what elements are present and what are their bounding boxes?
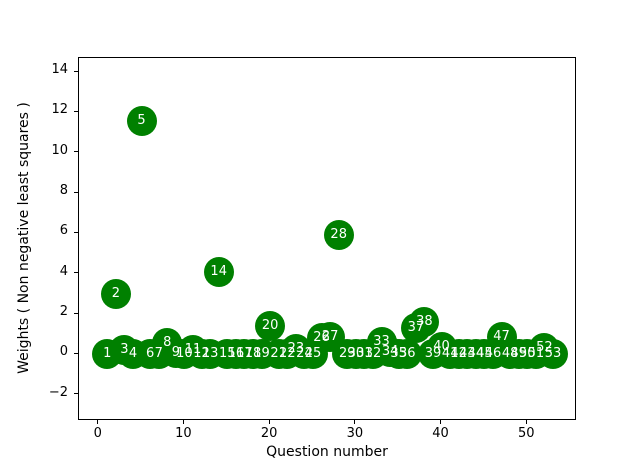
data-point-label: 52 (536, 340, 553, 356)
y-tick-label: 2 (59, 304, 68, 320)
data-point-label: 45 (476, 346, 493, 362)
data-point-label: 16 (227, 346, 245, 362)
data-point-label: 11 (184, 342, 202, 358)
x-tick-mark (97, 420, 99, 424)
data-point-label: 13 (201, 346, 219, 362)
data-point-label: 35 (390, 346, 407, 362)
data-point-label: 27 (321, 329, 339, 345)
x-tick-mark (440, 420, 442, 424)
y-tick-mark (74, 110, 78, 112)
x-tick-mark (354, 420, 356, 424)
plot-area: 1 2 3 4 5 6 7 8 9 10 11 12 13 14 15 16 17 18 19 20 21 22 23 24 2… (78, 57, 576, 420)
x-tick-label: 10 (175, 426, 192, 441)
data-point (255, 311, 286, 342)
x-tick-label: 40 (432, 426, 449, 441)
y-tick-mark (74, 191, 78, 193)
data-point-label: 15 (219, 346, 236, 362)
data-point-label: 25 (304, 346, 322, 362)
data-point (323, 220, 354, 251)
points-layer (79, 58, 575, 419)
data-point-label: 43 (459, 346, 476, 362)
data-point (538, 339, 568, 370)
x-tick-label: 20 (260, 426, 278, 441)
data-point-label: 2 (111, 285, 120, 301)
data-point-label: 34 (381, 344, 399, 360)
y-tick-label: 6 (59, 223, 68, 239)
data-point-label: 32 (364, 346, 382, 362)
y-tick-label: −2 (48, 384, 68, 400)
data-point-label: 31 (356, 346, 373, 362)
data-point-label: 36 (399, 346, 416, 362)
data-point-label: 19 (253, 346, 270, 362)
data-point-label: 18 (244, 346, 262, 362)
data-point-label: 41 (441, 346, 459, 362)
data-point-label: 50 (519, 346, 536, 362)
data-point-label: 24 (296, 346, 313, 362)
x-tick-label: 0 (93, 426, 102, 441)
data-point-label: 14 (210, 263, 227, 279)
y-tick-mark (74, 393, 78, 395)
x-tick-mark (525, 420, 527, 424)
y-tick-label: 0 (59, 344, 68, 360)
data-point-label: 38 (416, 314, 433, 330)
data-point-label: 53 (544, 346, 562, 362)
y-tick-label: 8 (59, 183, 68, 199)
y-tick-mark (74, 272, 78, 274)
data-point-label: 30 (347, 346, 365, 362)
data-point-label: 44 (467, 346, 485, 362)
data-point-label: 26 (313, 330, 330, 346)
data-point-label: 8 (163, 335, 172, 351)
labels-layer: 1 2 3 4 5 6 7 8 9 10 11 12 13 14 15 16 17 18 19 20 21 22 23 24 2… (79, 58, 575, 419)
data-point-label: 47 (493, 329, 510, 345)
data-point-label: 5 (137, 112, 146, 128)
x-tick-label: 50 (518, 426, 535, 441)
y-tick-label: 4 (59, 263, 68, 279)
data-point-label: 39 (424, 346, 442, 362)
x-tick-mark (268, 420, 270, 424)
data-point-label: 46 (484, 346, 502, 362)
data-point-label: 37 (407, 320, 425, 336)
data-point-label: 51 (527, 346, 545, 362)
x-tick-mark (182, 420, 184, 424)
data-point-label: 29 (339, 346, 356, 362)
x-tick-label: 30 (346, 426, 364, 441)
y-tick-mark (74, 352, 78, 354)
data-point-label: 22 (279, 346, 296, 362)
data-point-label: 9 (171, 345, 180, 361)
data-point-label: 12 (193, 346, 210, 362)
data-point-label: 42 (450, 346, 467, 362)
data-point (126, 105, 157, 136)
y-tick-mark (74, 70, 78, 72)
y-tick-label: 14 (51, 62, 68, 78)
y-tick-mark (74, 151, 78, 153)
data-point-label: 28 (330, 227, 347, 243)
y-tick-mark (74, 231, 78, 233)
data-point-label: 49 (510, 346, 527, 362)
data-point-label: 23 (287, 341, 305, 357)
data-point-label: 7 (154, 346, 163, 362)
data-point-label: 21 (270, 346, 287, 362)
data-point-label: 3 (120, 342, 129, 358)
data-point (409, 307, 440, 338)
data-point-label: 17 (236, 346, 253, 362)
data-point-label: 33 (373, 334, 390, 350)
y-tick-mark (74, 312, 78, 314)
y-tick-label: 10 (51, 142, 68, 158)
x-axis-label: Question number (266, 444, 388, 460)
data-point-label: 40 (433, 339, 450, 355)
data-point-label: 20 (261, 318, 279, 334)
data-point (392, 339, 423, 370)
data-point-label: 4 (128, 346, 138, 362)
data-point (203, 256, 234, 287)
data-point-label: 6 (146, 346, 155, 362)
data-point-label: 10 (176, 346, 193, 362)
data-point (100, 278, 131, 309)
y-axis-label: Weights ( Non negative least squares ) (16, 102, 32, 374)
y-tick-label: 12 (51, 102, 68, 118)
data-point-label: 1 (103, 346, 112, 362)
data-point-label: 48 (501, 346, 519, 362)
